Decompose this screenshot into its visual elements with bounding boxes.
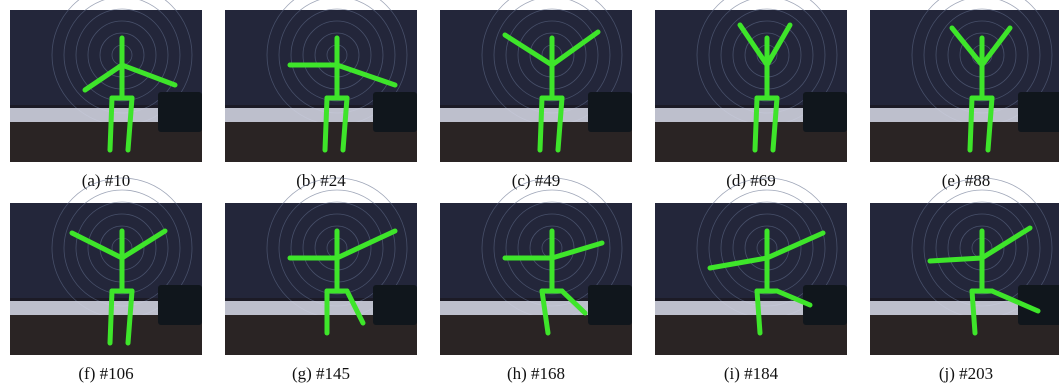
wall-mural [225, 10, 417, 105]
light-strip [440, 108, 590, 122]
panel: (d) #69 [655, 0, 847, 190]
light-strip [870, 108, 1020, 122]
panel: (f) #106 [10, 178, 202, 383]
wall-mural [225, 203, 417, 298]
panel-caption: (b) #24 [296, 171, 346, 190]
sofa [803, 92, 847, 132]
wall-mural [655, 203, 847, 298]
wall-mural [440, 203, 632, 298]
skeleton-left-leg [970, 98, 972, 150]
panel: (i) #184 [655, 178, 847, 383]
wall-mural [870, 203, 1059, 298]
panel-caption: (f) #106 [78, 364, 133, 383]
figure: (a) #10 (b) #24 (c) #49 (d) #69 (e) #88 (f) #… [0, 0, 1059, 385]
sofa [158, 285, 202, 325]
panel-caption: (a) #10 [82, 171, 131, 190]
sofa [588, 285, 632, 325]
panel: (e) #88 [870, 0, 1059, 190]
light-strip [440, 301, 590, 315]
skeleton-left-leg [325, 98, 327, 150]
wall-mural [870, 10, 1059, 105]
panel-caption: (d) #69 [726, 171, 776, 190]
light-strip [655, 108, 805, 122]
sofa [588, 92, 632, 132]
panel: (h) #168 [440, 178, 632, 383]
light-strip [655, 301, 805, 315]
skeleton-left-leg [110, 291, 112, 343]
sofa [1018, 92, 1059, 132]
panel-caption: (e) #88 [942, 171, 991, 190]
wall-mural [10, 10, 202, 105]
panel-caption: (h) #168 [507, 364, 565, 383]
panel-caption: (i) #184 [724, 364, 779, 383]
light-strip [870, 301, 1020, 315]
sofa [373, 92, 417, 132]
panel-caption: (j) #203 [939, 364, 993, 383]
panel: (j) #203 [870, 178, 1059, 383]
skeleton-left-leg [757, 291, 760, 333]
panel: (g) #145 [225, 178, 417, 383]
skeleton-left-arm [930, 258, 982, 261]
sofa [373, 285, 417, 325]
panel-caption: (c) #49 [512, 171, 561, 190]
panel-caption: (g) #145 [292, 364, 350, 383]
panel: (b) #24 [225, 0, 417, 190]
skeleton-left-leg [540, 98, 542, 150]
light-strip [225, 108, 375, 122]
sofa [158, 92, 202, 132]
skeleton-left-leg [110, 98, 112, 150]
light-strip [10, 301, 160, 315]
skeleton-left-leg [972, 291, 975, 333]
panel: (c) #49 [440, 0, 632, 190]
wall-mural [655, 10, 847, 105]
skeleton-left-leg [755, 98, 757, 150]
light-strip [10, 108, 160, 122]
panel: (a) #10 [10, 0, 202, 190]
